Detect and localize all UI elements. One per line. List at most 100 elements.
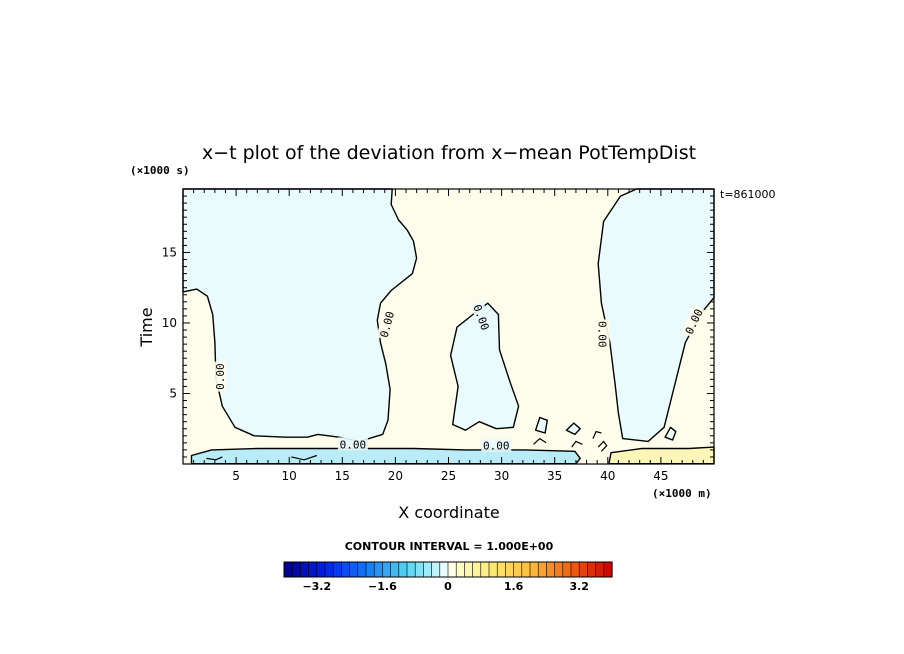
contour-line <box>182 188 418 443</box>
x-tick-label: 20 <box>388 469 403 483</box>
colorbar-cell <box>578 561 589 578</box>
contour-label-group: 0.00 <box>596 319 610 350</box>
colorbar-tick-label: 0 <box>444 580 452 593</box>
x-unit-label: (×1000 m) <box>652 487 712 500</box>
y-tick-label: 5 <box>169 386 177 400</box>
colorbar-cell <box>505 561 515 578</box>
x-tick-label: 10 <box>282 469 297 483</box>
colorbar-cell <box>472 561 482 578</box>
contour-line <box>597 440 608 452</box>
y-tick-label: 10 <box>162 316 177 330</box>
colorbar-cell <box>291 561 302 578</box>
contour-label: 0.00 <box>596 321 609 348</box>
colorbar-cell <box>447 561 457 578</box>
colorbar-cell <box>554 561 564 578</box>
contour-label-bg <box>376 308 397 341</box>
colorbar-frame <box>283 561 613 578</box>
time-stamp: t=861000 <box>720 188 776 201</box>
colorbar-cell <box>595 561 605 578</box>
colorbar-cell <box>431 561 441 578</box>
colorbar-cell <box>423 561 433 578</box>
colorbar-cell <box>529 561 539 578</box>
plot-area: 0.000.00 0.000.00 0.000.00 0.00 <box>182 188 715 465</box>
x-tick-label: 45 <box>653 469 668 483</box>
contour-label-bg <box>681 305 706 338</box>
colorbar-cell <box>283 561 293 578</box>
contour-label: 0.00 <box>340 438 367 451</box>
axis-ticks <box>183 189 714 464</box>
positive-region-surface <box>608 447 714 464</box>
colorbar-cell <box>341 561 351 578</box>
contour-line <box>597 188 715 443</box>
colorbar-cell <box>537 561 548 578</box>
colorbar-cell <box>455 561 466 578</box>
negative-region-middle <box>450 303 519 431</box>
contour-line <box>571 440 583 448</box>
colorbar-cell <box>390 561 400 578</box>
contour-label-group: 0.00 <box>213 361 227 392</box>
colorbar-tick-label: 3.2 <box>569 580 589 593</box>
negative-region-right <box>598 189 714 442</box>
y-axis-label: Time <box>137 307 156 347</box>
colorbar-cell <box>406 561 416 578</box>
y-tick-label: 15 <box>162 245 177 259</box>
contour-label-group: 0.00 <box>481 438 512 453</box>
contour-fills <box>183 189 714 464</box>
colorbar-cell <box>398 561 408 578</box>
contour-label-bg <box>470 300 494 334</box>
x-tick-label: 35 <box>547 469 562 483</box>
contour-label: 0.00 <box>483 440 510 453</box>
x-tick-label: 15 <box>335 469 350 483</box>
colorbar-cell <box>603 561 613 578</box>
contour-line <box>291 454 317 461</box>
colorbar-cell <box>357 561 367 578</box>
x-tick-labels: 5 10 15 20 25 30 35 40 45 <box>232 469 668 483</box>
colorbar-cell <box>414 561 425 578</box>
colorbar-cell <box>488 561 498 578</box>
colorbar-cell <box>480 561 490 578</box>
negative-region-left <box>183 189 417 442</box>
colorbar-tick-label: −3.2 <box>302 580 331 593</box>
contour-lines <box>182 188 715 465</box>
colorbar-cell <box>496 561 507 578</box>
colorbar-cell <box>513 561 523 578</box>
colorbar-tick-label: −1.6 <box>368 580 397 593</box>
contour-line <box>664 426 677 441</box>
colorbar-cell <box>300 561 310 578</box>
contour-label-bg <box>213 361 227 392</box>
colorbar-cell <box>308 561 318 578</box>
contour-label-bg <box>596 319 610 350</box>
chart-title: x−t plot of the deviation from x−mean Po… <box>202 142 696 164</box>
contour-line <box>449 302 520 431</box>
contour-interval-label: CONTOUR INTERVAL = 1.000E+00 <box>345 540 554 553</box>
y-unit-label: (×1000 s) <box>130 164 190 177</box>
colorbar-cell <box>464 561 474 578</box>
x-tick-label: 40 <box>600 469 615 483</box>
contour-label: 0.00 <box>214 363 227 390</box>
colorbar-tick-label: 1.6 <box>504 580 524 593</box>
colorbar-cell <box>587 561 597 578</box>
colorbar-cell <box>439 561 449 578</box>
colorbar-cell <box>349 561 359 578</box>
contour-label-group: 0.00 <box>337 437 368 451</box>
colorbar-cell <box>382 561 392 578</box>
contour-line <box>206 456 223 461</box>
colorbar-labels: −3.2 −1.6 0 1.6 3.2 <box>302 580 589 593</box>
colorbar-cell <box>570 561 580 578</box>
x-tick-label: 5 <box>232 469 240 483</box>
contour-label-bg <box>481 438 512 452</box>
contour-line <box>565 422 581 436</box>
x-tick-label: 30 <box>494 469 509 483</box>
colorbar-cell <box>324 561 334 578</box>
colorbar-cell <box>562 561 572 578</box>
contour-labels: 0.000.00 0.000.00 0.000.00 0.00 <box>213 300 706 453</box>
colorbar-cell <box>365 561 375 578</box>
colorbar-cell <box>332 561 343 578</box>
contour-line <box>592 430 602 439</box>
y-tick-labels: 5 10 15 <box>162 245 177 400</box>
colorbar-cell <box>546 561 556 578</box>
colorbar <box>283 561 613 578</box>
x-tick-label: 25 <box>441 469 456 483</box>
contour-line <box>534 416 548 434</box>
